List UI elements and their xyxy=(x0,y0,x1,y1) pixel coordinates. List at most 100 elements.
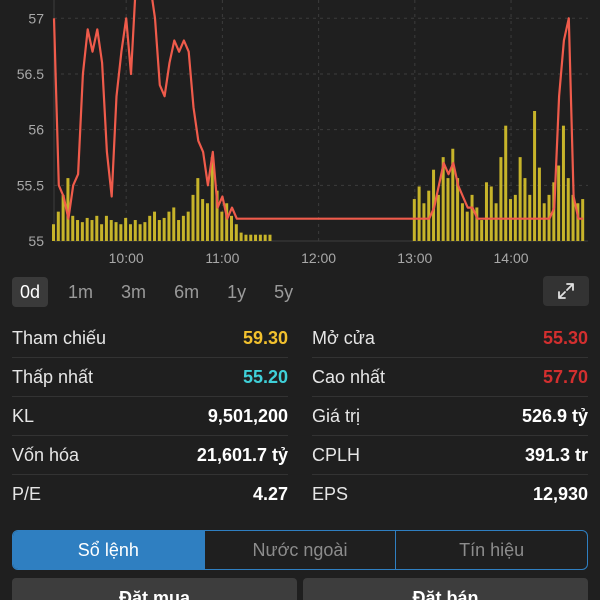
x-tick-label: 10:00 xyxy=(109,250,144,266)
stats-row: Tham chiếu 59.30 Mở cửa 55.30 xyxy=(12,319,588,358)
stat-value: 9,501,200 xyxy=(207,405,288,426)
y-tick-label: 55 xyxy=(28,233,44,249)
volume-bar xyxy=(56,211,60,241)
period-6m[interactable]: 6m xyxy=(174,282,200,302)
tab-foreign[interactable]: Nước ngoài xyxy=(203,531,396,569)
volume-bar xyxy=(566,178,570,241)
x-tick-label: 14:00 xyxy=(494,250,529,266)
stat-high-price: Cao nhất 57.70 xyxy=(312,358,588,397)
volume-bar xyxy=(258,234,262,241)
volume-bar xyxy=(239,232,243,241)
intraday-price-chart[interactable]: 57 56.5 56 55.5 55 10:00 11:00 12:00 13:00 14:00 xyxy=(0,0,600,272)
volume-bar xyxy=(138,224,142,241)
volume-bar xyxy=(509,199,513,241)
stat-value: 55.20 xyxy=(242,366,288,387)
stat-label: Giá trị xyxy=(312,405,361,426)
stat-label: Mở cửa xyxy=(312,327,375,348)
volume-bar xyxy=(494,203,498,241)
period-0d[interactable]: 0d xyxy=(12,277,49,307)
volume-bar xyxy=(172,207,176,241)
stat-open-price: Mở cửa 55.30 xyxy=(312,319,588,358)
stat-value: 526.9 tỷ xyxy=(521,405,588,426)
volume-bar xyxy=(177,220,181,241)
x-tick-label: 13:00 xyxy=(397,250,432,266)
volume-bar xyxy=(124,217,128,241)
stat-label: EPS xyxy=(312,484,349,504)
buy-button[interactable]: Đặt mua xyxy=(12,578,297,600)
detail-tabs: Sổ lệnh Nước ngoài Tín hiệu xyxy=(12,530,588,570)
stat-value: 391.3 tr xyxy=(524,444,588,465)
y-tick-label: 57 xyxy=(28,10,44,26)
volume-bar xyxy=(162,217,166,241)
volume-bar xyxy=(456,178,460,241)
volume-bar xyxy=(109,220,113,241)
chart-grid xyxy=(53,0,588,242)
volume-bar xyxy=(157,220,161,241)
volume-bar xyxy=(225,203,229,241)
stock-stats-grid: Tham chiếu 59.30 Mở cửa 55.30 Thấp nhất … xyxy=(12,319,588,514)
x-tick-label: 11:00 xyxy=(205,250,239,266)
tab-order-book[interactable]: Sổ lệnh xyxy=(13,531,204,569)
stat-label: Cao nhất xyxy=(312,366,386,387)
volume-bar xyxy=(480,220,484,241)
volume-bar xyxy=(581,199,585,241)
volume-bar xyxy=(465,211,469,241)
volume-bar xyxy=(427,190,431,241)
tab-signals[interactable]: Tín hiệu xyxy=(395,531,587,569)
volume-bar xyxy=(489,186,493,241)
volume-bar xyxy=(542,203,546,241)
volume-bar xyxy=(533,111,537,241)
stat-volume: KL 9,501,200 xyxy=(12,397,288,436)
volume-bar xyxy=(417,186,421,241)
stats-row: Thấp nhất 55.20 Cao nhất 57.70 xyxy=(12,358,588,397)
volume-bar xyxy=(153,211,157,241)
stat-low-price: Thấp nhất 55.20 xyxy=(12,358,288,397)
stats-row: Vốn hóa 21,601.7 tỷ CPLH 391.3 tr xyxy=(12,436,588,475)
volume-bar xyxy=(268,234,272,241)
volume-bar xyxy=(71,215,75,241)
price-line-layer xyxy=(52,0,584,220)
volume-bar xyxy=(571,194,575,241)
expand-chart-button[interactable] xyxy=(543,276,589,306)
stat-label: CPLH xyxy=(312,444,361,465)
volume-bar xyxy=(422,203,426,241)
period-1y[interactable]: 1y xyxy=(227,282,247,302)
volume-bar xyxy=(523,178,527,241)
volume-bar xyxy=(230,215,233,241)
x-axis-labels: 10:00 11:00 12:00 13:00 14:00 xyxy=(109,250,529,266)
volume-bar xyxy=(220,211,224,241)
period-3m[interactable]: 3m xyxy=(121,282,147,302)
volume-bar xyxy=(191,194,195,241)
volume-bar xyxy=(576,203,580,241)
expand-arrows-icon xyxy=(558,283,574,299)
volume-bar xyxy=(210,157,214,241)
stat-value: 55.30 xyxy=(542,327,588,348)
x-tick-label: 12:00 xyxy=(301,250,336,266)
stat-label: KL xyxy=(12,405,35,426)
volume-bar xyxy=(133,220,137,241)
stat-reference-price: Tham chiếu 59.30 xyxy=(12,319,288,358)
period-1m[interactable]: 1m xyxy=(68,282,94,302)
sell-button[interactable]: Đặt bán xyxy=(303,578,588,600)
volume-bar xyxy=(446,178,450,241)
stats-row: P/E 4.27 EPS 12,930 xyxy=(12,475,588,514)
y-tick-label: 56 xyxy=(28,122,44,138)
volume-bar xyxy=(167,211,171,241)
period-5y[interactable]: 5y xyxy=(274,282,294,302)
volume-bar xyxy=(561,125,565,241)
volume-bar xyxy=(80,222,84,241)
volume-bar xyxy=(181,215,185,241)
volume-bar xyxy=(244,234,248,241)
volume-bar xyxy=(441,157,445,241)
volume-bar xyxy=(148,215,152,241)
stat-pe-ratio: P/E 4.27 xyxy=(12,475,288,514)
order-actions: Đặt mua Đặt bán xyxy=(12,578,588,600)
volume-bar xyxy=(61,194,65,241)
stat-value: 12,930 xyxy=(532,484,588,504)
volume-bar xyxy=(205,203,209,241)
volume-bar xyxy=(499,157,503,241)
volume-bar xyxy=(537,167,541,241)
stat-value: 57.70 xyxy=(542,366,588,387)
volume-bar xyxy=(66,178,70,241)
volume-bar xyxy=(412,199,416,241)
